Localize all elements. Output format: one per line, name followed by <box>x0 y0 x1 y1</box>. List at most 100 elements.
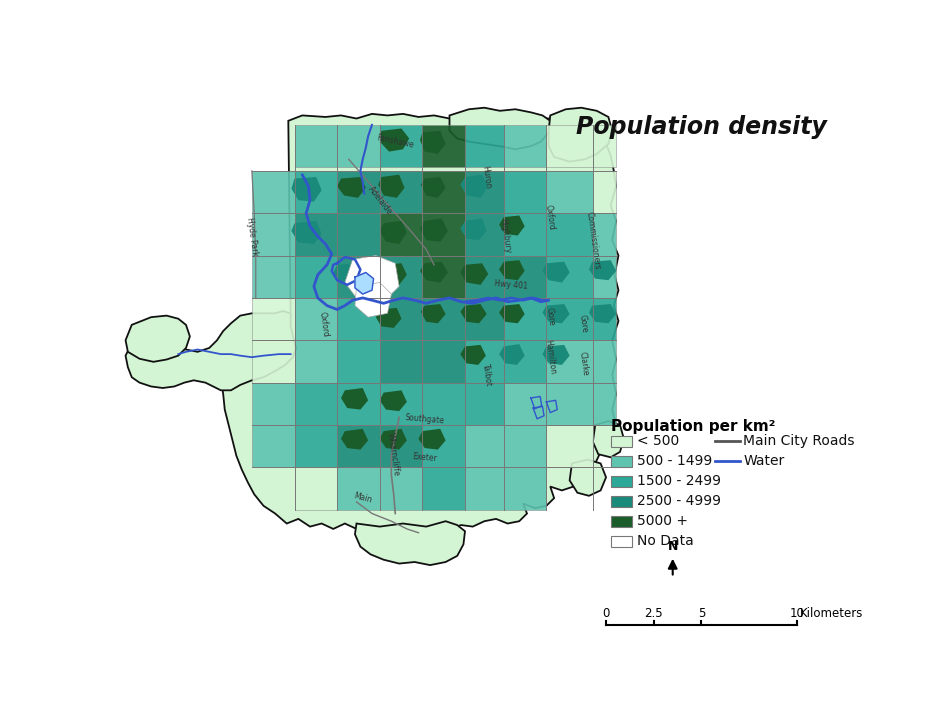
Polygon shape <box>593 298 616 340</box>
Polygon shape <box>337 177 365 198</box>
Text: Oxford: Oxford <box>318 312 330 338</box>
Text: 500 - 1499: 500 - 1499 <box>637 454 712 468</box>
Text: Population density: Population density <box>576 116 827 139</box>
Polygon shape <box>295 467 337 510</box>
Text: Exeter: Exeter <box>412 452 437 463</box>
Polygon shape <box>126 316 190 362</box>
Text: Gore: Gore <box>545 307 556 327</box>
Polygon shape <box>422 467 465 510</box>
Polygon shape <box>465 171 504 213</box>
Polygon shape <box>337 256 379 298</box>
Polygon shape <box>460 218 486 240</box>
Polygon shape <box>337 425 379 467</box>
Polygon shape <box>589 260 616 280</box>
Text: 10: 10 <box>790 607 804 620</box>
Polygon shape <box>460 174 488 198</box>
Polygon shape <box>499 344 525 365</box>
Polygon shape <box>291 221 322 244</box>
Bar <box>611 436 632 447</box>
Polygon shape <box>355 282 392 317</box>
Polygon shape <box>420 131 445 154</box>
Polygon shape <box>355 521 465 565</box>
Polygon shape <box>376 308 402 328</box>
Polygon shape <box>345 256 399 302</box>
Text: Gore: Gore <box>578 314 590 333</box>
Polygon shape <box>460 304 486 323</box>
Polygon shape <box>422 256 465 298</box>
Text: Southgate: Southgate <box>405 413 445 425</box>
Polygon shape <box>379 125 422 167</box>
Text: < 500: < 500 <box>637 434 679 448</box>
Text: Water: Water <box>743 454 785 468</box>
Polygon shape <box>341 388 368 409</box>
Polygon shape <box>422 425 465 467</box>
Polygon shape <box>252 383 295 425</box>
Text: Fanshawe: Fanshawe <box>376 134 415 150</box>
Polygon shape <box>252 298 295 340</box>
Polygon shape <box>504 467 547 510</box>
Polygon shape <box>499 260 525 280</box>
Polygon shape <box>465 298 504 340</box>
Polygon shape <box>504 383 547 425</box>
Polygon shape <box>465 425 504 467</box>
Polygon shape <box>547 213 593 256</box>
Polygon shape <box>355 273 374 294</box>
Polygon shape <box>542 304 569 323</box>
Polygon shape <box>252 171 295 213</box>
Polygon shape <box>379 213 422 256</box>
Polygon shape <box>499 215 525 236</box>
Polygon shape <box>547 256 593 298</box>
Polygon shape <box>449 108 551 149</box>
Text: Commissioners: Commissioners <box>584 210 602 270</box>
Polygon shape <box>504 171 547 213</box>
Polygon shape <box>547 125 593 167</box>
Polygon shape <box>422 340 465 383</box>
Polygon shape <box>547 171 593 213</box>
Bar <box>611 476 632 487</box>
Polygon shape <box>295 383 337 425</box>
Polygon shape <box>291 177 322 202</box>
Polygon shape <box>593 421 624 457</box>
Polygon shape <box>379 467 422 510</box>
Text: Main: Main <box>352 491 373 505</box>
Polygon shape <box>337 125 379 167</box>
Polygon shape <box>465 213 504 256</box>
Polygon shape <box>379 264 407 285</box>
Polygon shape <box>465 340 504 383</box>
Polygon shape <box>569 460 606 496</box>
Polygon shape <box>465 383 504 425</box>
Text: 5: 5 <box>698 607 705 620</box>
Polygon shape <box>379 298 422 340</box>
Text: 2500 - 4999: 2500 - 4999 <box>637 494 721 508</box>
Text: Highbury: Highbury <box>498 218 512 254</box>
Polygon shape <box>126 311 296 391</box>
Polygon shape <box>252 340 295 383</box>
Polygon shape <box>418 429 445 449</box>
Polygon shape <box>593 213 616 256</box>
Polygon shape <box>504 298 547 340</box>
Polygon shape <box>593 383 616 425</box>
Polygon shape <box>341 429 368 449</box>
Polygon shape <box>295 298 337 340</box>
Text: Clarke: Clarke <box>578 350 590 376</box>
Polygon shape <box>593 171 616 213</box>
Polygon shape <box>547 340 593 383</box>
Polygon shape <box>589 304 616 323</box>
Polygon shape <box>295 425 337 467</box>
Text: 5000 +: 5000 + <box>637 514 688 528</box>
Polygon shape <box>504 213 547 256</box>
Text: 2.5: 2.5 <box>644 607 663 620</box>
Polygon shape <box>422 125 465 167</box>
Polygon shape <box>295 340 337 383</box>
Bar <box>611 516 632 526</box>
Polygon shape <box>379 174 405 198</box>
Polygon shape <box>593 125 616 167</box>
Polygon shape <box>252 213 295 256</box>
Polygon shape <box>337 340 379 383</box>
Polygon shape <box>295 125 337 167</box>
Polygon shape <box>593 256 616 298</box>
Polygon shape <box>420 177 445 198</box>
Polygon shape <box>547 383 593 425</box>
Polygon shape <box>420 218 448 242</box>
Text: Wharncliffe: Wharncliffe <box>386 432 401 477</box>
